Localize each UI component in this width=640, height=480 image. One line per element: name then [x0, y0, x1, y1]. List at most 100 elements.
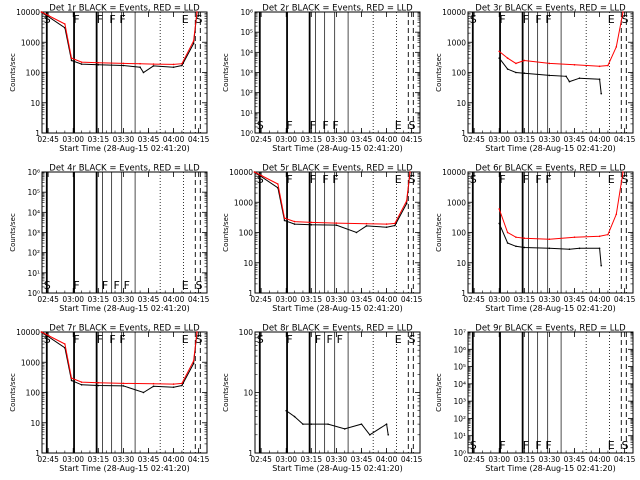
data-point-lld — [523, 59, 526, 62]
y-tick-label: 10000 — [229, 168, 253, 177]
data-point-events — [360, 423, 363, 425]
data-point-lld — [253, 171, 256, 173]
data-point-events — [293, 415, 296, 418]
data-point-lld — [70, 57, 73, 59]
data-point-lld — [385, 223, 388, 225]
event-marker-label: F — [535, 439, 541, 452]
chart-title: Det 2r BLACK = Events, RED = LLD — [262, 4, 413, 14]
data-point-lld — [506, 231, 509, 234]
y-axis-title: Counts/sec — [435, 373, 443, 412]
y-tick-label: 10000 — [16, 328, 40, 337]
x-tick-label: 03:15 — [87, 295, 109, 304]
data-point-lld — [615, 213, 618, 216]
data-point-lld — [181, 382, 183, 385]
data-point-lld — [405, 200, 408, 202]
event-marker-label: F — [286, 119, 292, 132]
y-tick-label: 10¹ — [453, 432, 466, 441]
data-point-lld — [523, 237, 526, 239]
data-point-events — [70, 379, 73, 382]
y-tick-label: 1 — [248, 289, 253, 298]
x-tick-label: 03:00 — [62, 135, 84, 144]
event-marker-label: S — [470, 439, 477, 452]
y-axis-title: Counts/sec — [435, 213, 443, 252]
y-tick-label: 1000 — [447, 198, 466, 207]
panel-det-2r: Det 2r BLACK = Events, RED = LLD 10⁰ 10¹ 10… — [222, 4, 423, 154]
data-point-events — [172, 386, 175, 388]
y-tick-label: 10³ — [27, 229, 40, 238]
data-point-events — [548, 247, 551, 250]
data-point-lld — [394, 222, 396, 225]
y-tick-label: 10⁷ — [453, 328, 466, 337]
event-marker-label: F — [73, 13, 79, 26]
event-marker-label: F — [545, 439, 551, 452]
chart-title: Det 7r BLACK = Events, RED = LLD — [49, 324, 200, 334]
event-marker-label: S — [621, 439, 628, 452]
chart-title: Det 5r BLACK = Events, RED = LLD — [262, 164, 413, 174]
data-point-events — [598, 247, 601, 250]
event-marker-label: F — [332, 119, 338, 132]
data-point-lld — [310, 221, 313, 224]
y-tick-label: 100 — [239, 229, 254, 238]
data-point-events — [122, 64, 125, 67]
panel-det-8r: Det 8r BLACK = Events, RED = LLD 1 10 100 Co… — [222, 324, 423, 474]
data-point-events — [97, 63, 100, 66]
x-tick-label: 03:45 — [138, 135, 160, 144]
x-tick-label: 03:45 — [138, 455, 160, 464]
event-marker-label: S — [257, 173, 264, 186]
data-point-lld — [598, 65, 601, 68]
data-point-events — [97, 384, 100, 387]
data-point-lld — [615, 46, 618, 48]
panel-det-3r: Det 3r BLACK = Events, RED = LLD 1 10 100 10… — [435, 4, 636, 154]
x-tick-label: 03:15 — [87, 135, 109, 144]
data-point-events — [565, 75, 567, 78]
x-tick-label: 02:45 — [463, 455, 485, 464]
y-tick-label: 10⁰ — [27, 289, 40, 298]
y-tick-label: 10 — [243, 389, 253, 398]
data-point-events — [568, 248, 571, 251]
series-line-lld — [498, 171, 624, 240]
series-line-events — [285, 410, 389, 436]
event-marker-label: F — [327, 333, 333, 346]
data-point-events — [506, 68, 509, 70]
data-point-events — [369, 433, 371, 436]
x-tick-label: 03:45 — [564, 295, 586, 304]
data-point-events — [293, 223, 296, 225]
x-tick-label: 03:00 — [275, 455, 297, 464]
data-point-lld — [573, 63, 576, 66]
data-point-events — [192, 42, 195, 45]
event-marker-label: F — [322, 173, 328, 186]
event-marker-label: F — [286, 173, 292, 186]
x-tick-label: 03:45 — [564, 455, 586, 464]
data-point-events — [335, 224, 338, 226]
data-point-events — [355, 231, 358, 234]
x-tick-label: 03:00 — [62, 455, 84, 464]
data-point-events — [80, 63, 83, 65]
data-point-events — [578, 77, 581, 79]
y-tick-label: 10 — [456, 259, 466, 268]
data-point-lld — [40, 331, 43, 333]
x-tick-label: 03:30 — [326, 295, 348, 304]
y-axis-title: Counts/sec — [435, 53, 443, 92]
data-point-lld — [40, 11, 43, 13]
event-marker-label: S — [44, 333, 51, 346]
y-tick-label: 10³ — [240, 69, 253, 78]
x-tick-label: 03:00 — [488, 135, 510, 144]
x-tick-label: 04:15 — [614, 135, 636, 144]
event-marker-label: F — [97, 333, 103, 346]
plot-frame — [41, 171, 208, 294]
x-tick-label: 02:45 — [463, 295, 485, 304]
data-point-lld — [293, 220, 296, 223]
panel-det-6r: Det 6r BLACK = Events, RED = LLD 1 10 100 10… — [435, 164, 636, 314]
event-marker-label: S — [621, 173, 628, 186]
data-point-events — [310, 223, 313, 226]
data-point-events — [70, 59, 73, 62]
x-tick-label: 04:00 — [376, 455, 398, 464]
event-marker-label: F — [119, 13, 125, 26]
event-marker-label: F — [499, 13, 505, 26]
x-tick-label: 03:15 — [513, 455, 535, 464]
y-tick-label: 100 — [452, 69, 467, 78]
event-marker-label: F — [114, 279, 120, 292]
x-tick-label: 03:30 — [326, 455, 348, 464]
data-point-lld — [196, 11, 198, 13]
y-tick-label: 10⁵ — [453, 363, 466, 372]
